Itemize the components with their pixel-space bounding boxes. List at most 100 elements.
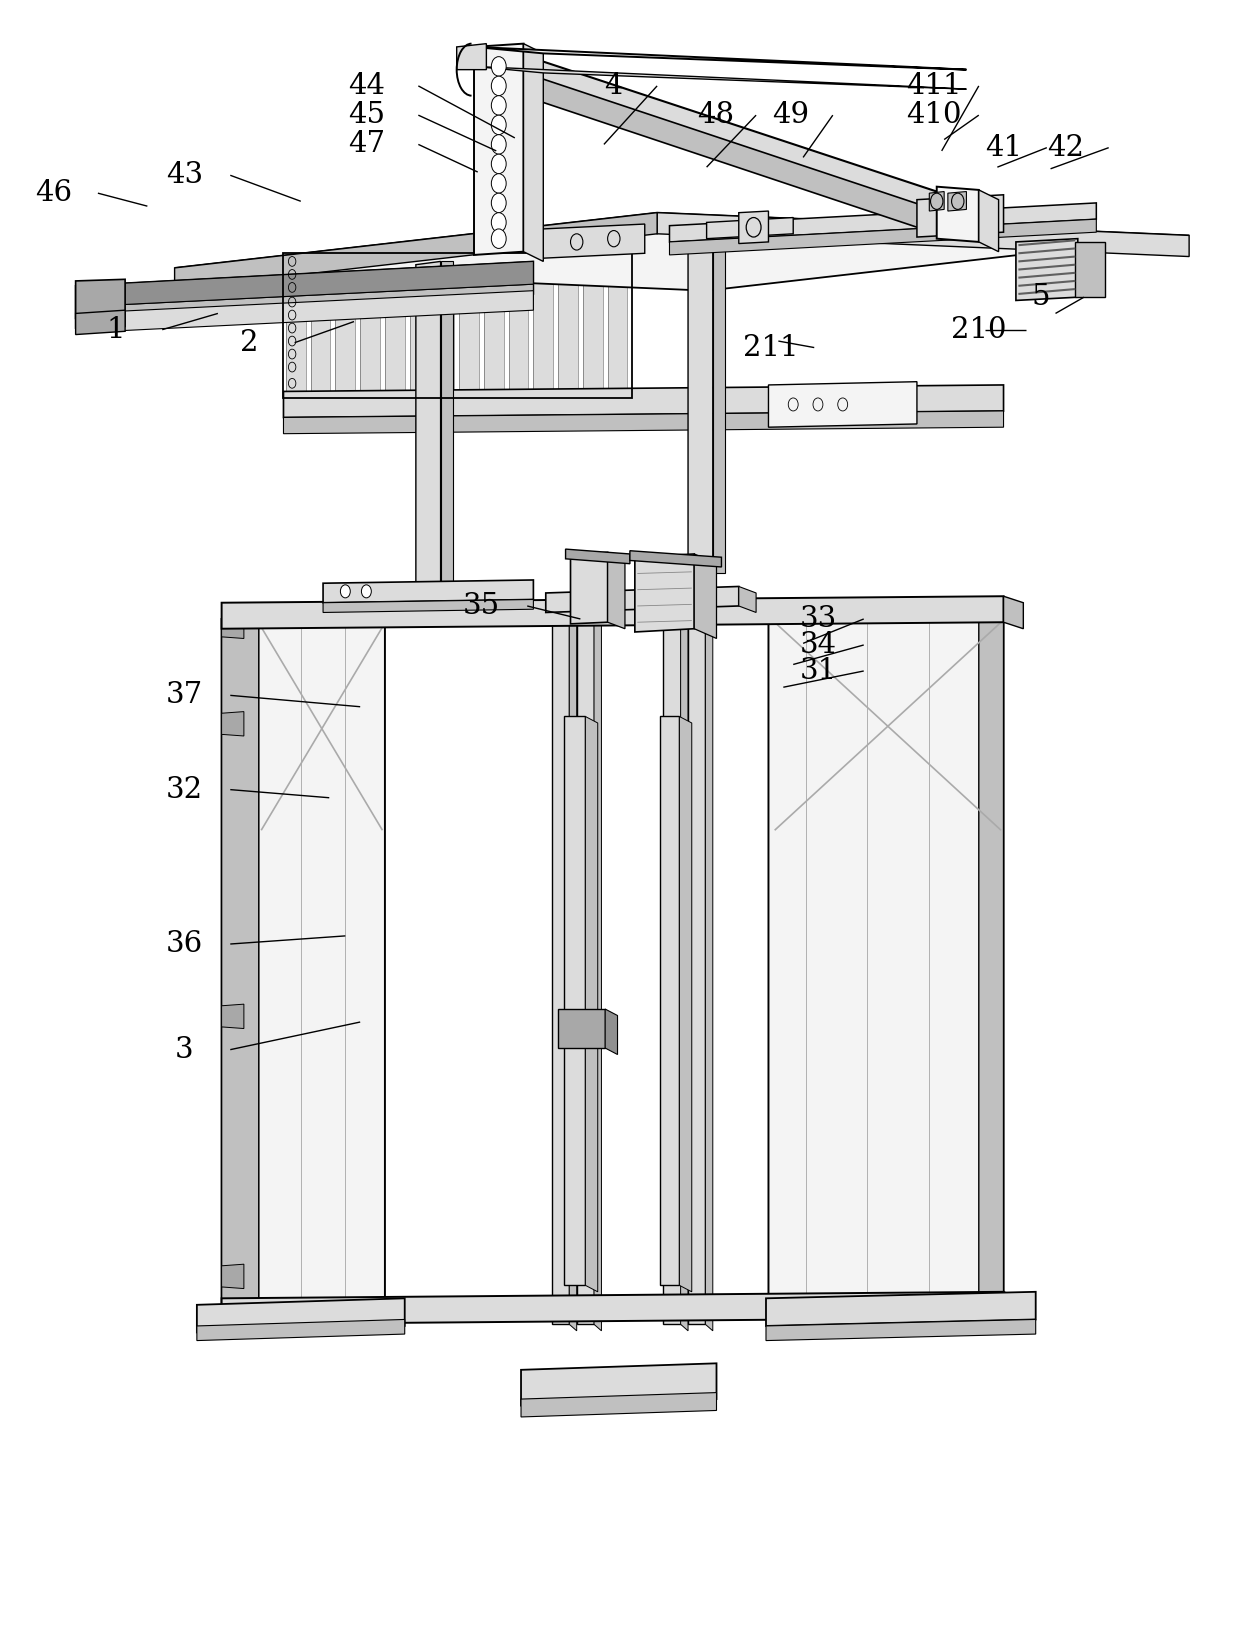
Text: 46: 46: [35, 179, 72, 207]
Text: 36: 36: [166, 930, 203, 957]
Polygon shape: [707, 218, 794, 239]
Polygon shape: [929, 192, 944, 212]
Polygon shape: [222, 596, 1003, 628]
Text: 411: 411: [906, 72, 962, 99]
Circle shape: [361, 584, 371, 597]
Polygon shape: [474, 67, 966, 90]
Polygon shape: [583, 259, 603, 394]
Text: 43: 43: [166, 161, 203, 189]
Polygon shape: [608, 552, 625, 628]
Text: 210: 210: [951, 316, 1007, 344]
Polygon shape: [336, 259, 355, 394]
Circle shape: [491, 135, 506, 155]
Text: 48: 48: [697, 101, 734, 129]
Polygon shape: [1016, 239, 1078, 301]
Polygon shape: [508, 259, 528, 394]
Polygon shape: [533, 259, 553, 394]
Polygon shape: [76, 262, 533, 319]
Polygon shape: [175, 213, 1189, 291]
Polygon shape: [681, 596, 688, 1330]
Text: 33: 33: [800, 606, 837, 633]
Text: 211: 211: [743, 334, 799, 361]
Polygon shape: [175, 213, 657, 290]
Circle shape: [341, 584, 350, 597]
Circle shape: [491, 57, 506, 77]
Polygon shape: [222, 614, 244, 638]
Polygon shape: [660, 716, 680, 1286]
Polygon shape: [552, 596, 569, 1324]
Polygon shape: [558, 1009, 605, 1048]
Polygon shape: [605, 1009, 618, 1055]
Polygon shape: [523, 44, 543, 262]
Polygon shape: [766, 1291, 1035, 1325]
Polygon shape: [222, 615, 384, 1317]
Polygon shape: [546, 586, 739, 612]
Polygon shape: [415, 262, 440, 597]
Polygon shape: [570, 552, 608, 624]
Text: 49: 49: [773, 101, 810, 129]
Text: 2: 2: [239, 329, 258, 357]
Polygon shape: [474, 44, 523, 256]
Polygon shape: [688, 596, 706, 1324]
Polygon shape: [222, 711, 244, 736]
Polygon shape: [706, 596, 713, 1330]
Polygon shape: [474, 47, 966, 70]
Polygon shape: [76, 311, 125, 335]
Polygon shape: [978, 190, 998, 252]
Polygon shape: [739, 212, 769, 244]
Polygon shape: [222, 1004, 244, 1029]
Polygon shape: [663, 596, 681, 1324]
Circle shape: [491, 230, 506, 249]
Text: 42: 42: [1047, 133, 1084, 161]
Text: 44: 44: [348, 72, 384, 99]
Text: 41: 41: [985, 133, 1022, 161]
Text: 47: 47: [347, 130, 384, 158]
Text: 4: 4: [605, 72, 622, 99]
Polygon shape: [769, 610, 1003, 1319]
Polygon shape: [1003, 596, 1023, 628]
Polygon shape: [569, 596, 577, 1330]
Circle shape: [95, 283, 105, 296]
Polygon shape: [657, 213, 1189, 257]
Circle shape: [491, 155, 506, 174]
Polygon shape: [769, 381, 916, 427]
Polygon shape: [521, 1392, 717, 1416]
Polygon shape: [947, 192, 966, 212]
Polygon shape: [936, 187, 978, 243]
Text: 35: 35: [463, 593, 500, 620]
Polygon shape: [688, 239, 713, 576]
Polygon shape: [324, 599, 533, 612]
Polygon shape: [324, 580, 533, 602]
Polygon shape: [76, 291, 533, 334]
Polygon shape: [630, 550, 722, 567]
Polygon shape: [680, 716, 692, 1291]
Circle shape: [491, 96, 506, 116]
Polygon shape: [594, 596, 601, 1330]
Polygon shape: [670, 220, 1096, 256]
Polygon shape: [1003, 1291, 1023, 1324]
Polygon shape: [456, 44, 486, 70]
Circle shape: [95, 296, 105, 309]
Polygon shape: [608, 259, 627, 394]
Polygon shape: [76, 262, 533, 308]
Polygon shape: [286, 259, 306, 394]
Polygon shape: [384, 259, 404, 394]
Circle shape: [491, 194, 506, 213]
Polygon shape: [76, 285, 533, 324]
Polygon shape: [484, 259, 503, 394]
Polygon shape: [459, 259, 479, 394]
Polygon shape: [434, 259, 454, 394]
Polygon shape: [76, 280, 125, 329]
Polygon shape: [713, 239, 725, 573]
Polygon shape: [284, 410, 1003, 433]
Text: 34: 34: [800, 632, 837, 659]
Polygon shape: [577, 596, 594, 1324]
Polygon shape: [360, 259, 379, 394]
Polygon shape: [284, 384, 1003, 417]
Polygon shape: [521, 1363, 717, 1405]
Polygon shape: [197, 1319, 404, 1340]
Text: 5: 5: [1032, 283, 1050, 311]
Text: 45: 45: [348, 101, 384, 129]
Polygon shape: [739, 586, 756, 612]
Polygon shape: [565, 549, 630, 563]
